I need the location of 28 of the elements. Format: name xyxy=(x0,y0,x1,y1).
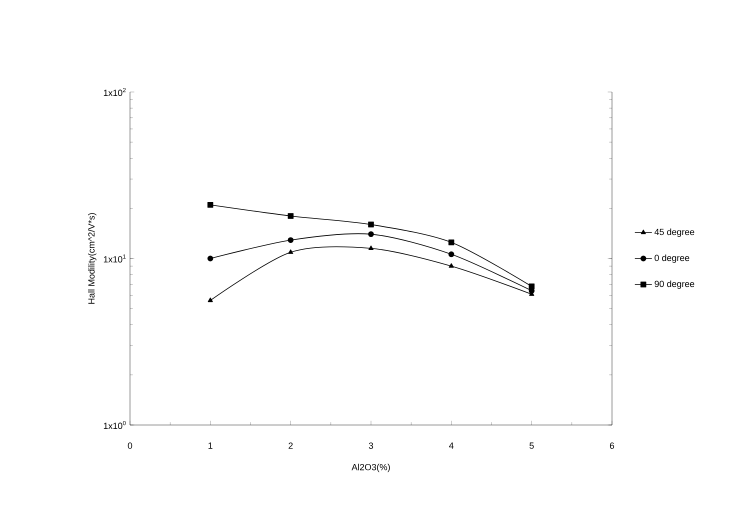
point xyxy=(368,231,374,238)
point xyxy=(208,298,213,302)
legend-label: 90 degree xyxy=(654,280,694,289)
y-tick-label: 1x10$^{1}$ xyxy=(104,254,126,263)
x-tick-label: 3 xyxy=(368,442,374,449)
x-tick-label: 0 xyxy=(128,442,132,449)
point xyxy=(207,256,214,262)
point xyxy=(368,246,374,250)
point xyxy=(288,249,294,254)
x-tick-label: 5 xyxy=(530,442,534,449)
legend-label: 0 degree xyxy=(654,254,690,263)
x-tick-label: 6 xyxy=(610,442,614,449)
point xyxy=(528,284,535,290)
y-tick-label: 1x10$^{0}$ xyxy=(104,420,126,430)
point xyxy=(368,222,374,228)
x-tick-label: 4 xyxy=(449,442,454,449)
legend-label: 45 degree xyxy=(654,228,694,237)
x-tick-label: 1 xyxy=(208,442,212,449)
point xyxy=(448,239,454,246)
point xyxy=(288,213,294,219)
x-tick-label: 2 xyxy=(288,442,293,449)
point xyxy=(207,202,214,208)
point xyxy=(448,251,454,258)
point xyxy=(448,263,454,268)
point xyxy=(288,237,294,243)
x-axis-title: Al2O3(%) xyxy=(352,464,390,472)
y-axis-title: Hall Modility(cm^2/V*s) xyxy=(88,213,96,304)
y-tick-label: 1x10$^{2}$ xyxy=(104,88,126,96)
